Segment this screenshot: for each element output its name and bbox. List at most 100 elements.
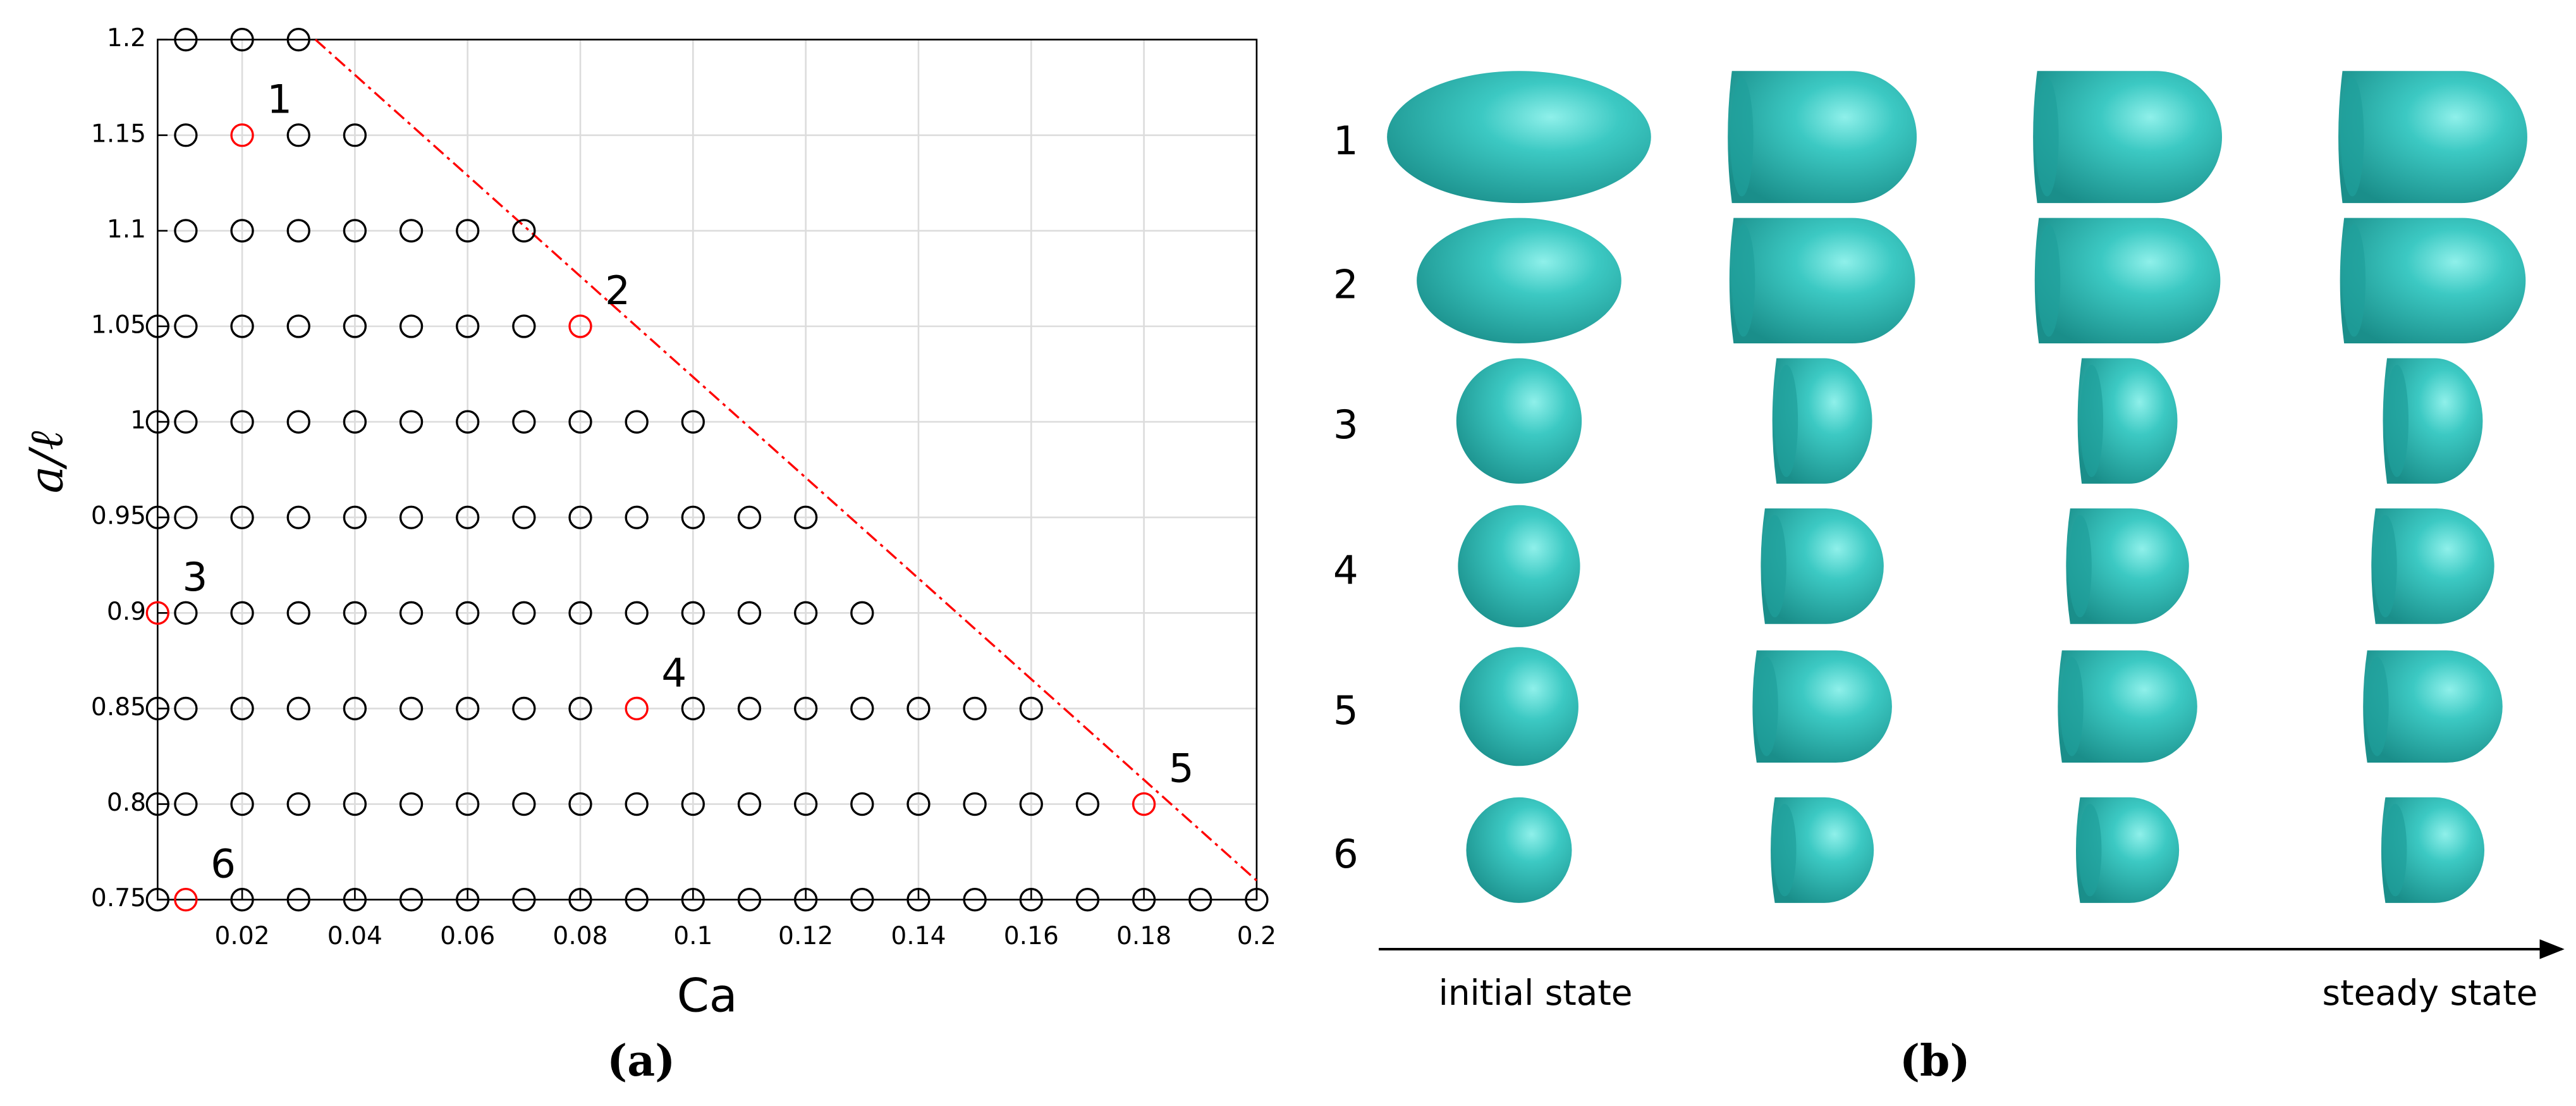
data-point (145, 505, 170, 529)
data-point (343, 219, 367, 243)
data-point (963, 696, 987, 721)
droplet-rear (2365, 656, 2389, 756)
row-label: 3 (1333, 402, 1358, 448)
data-point (1019, 888, 1043, 912)
row-label: 2 (1333, 261, 1358, 307)
droplet (2371, 508, 2494, 624)
data-point (681, 505, 705, 529)
droplet-initial (1459, 647, 1578, 766)
data-point (230, 219, 254, 243)
droplet (2033, 71, 2223, 204)
y-axis-label: a/ℓ (20, 431, 74, 494)
point-label: 6 (211, 841, 236, 887)
data-point (906, 696, 931, 721)
data-point (343, 123, 367, 147)
data-point (286, 27, 310, 52)
row-label: 6 (1333, 831, 1358, 877)
data-point (512, 219, 536, 243)
data-point (681, 410, 705, 434)
droplet-initial (1456, 358, 1582, 484)
x-tick-label: 0.2 (1237, 922, 1276, 950)
data-point (512, 792, 536, 816)
data-point (625, 792, 649, 816)
data-point (399, 888, 424, 912)
data-point (174, 27, 198, 52)
data-point (1075, 888, 1100, 912)
droplet-rear (1755, 656, 1778, 756)
data-point (230, 314, 254, 338)
y-tick-label: 0.75 (91, 884, 146, 912)
data-point (399, 314, 424, 338)
data-point (625, 410, 649, 434)
data-point (512, 888, 536, 912)
droplet (2383, 358, 2483, 484)
data-point (625, 601, 649, 625)
row-label: 1 (1333, 118, 1358, 164)
data-point (399, 410, 424, 434)
data-point (737, 696, 762, 721)
data-point (1188, 888, 1212, 912)
data-point (793, 505, 818, 529)
droplet-rear (2342, 224, 2366, 337)
droplet-rear (2036, 77, 2059, 197)
data-point (625, 888, 649, 912)
start-label: initial state (1439, 973, 1633, 1013)
data-point (456, 314, 480, 338)
droplet-rear (2068, 515, 2092, 618)
data-point (1075, 792, 1100, 816)
data-point (850, 888, 874, 912)
droplet (2058, 650, 2197, 763)
data-point (850, 601, 874, 625)
droplet (2381, 797, 2485, 903)
data-point (963, 888, 987, 912)
data-point (286, 314, 310, 338)
data-point (230, 123, 254, 147)
data-point (737, 505, 762, 529)
droplet-initial (1466, 797, 1572, 903)
data-point (174, 505, 198, 529)
data-point (737, 792, 762, 816)
data-point (145, 696, 170, 721)
data-point (681, 696, 705, 721)
droplet-rear (1763, 515, 1786, 618)
x-tick-label: 0.04 (327, 922, 382, 950)
data-point (568, 792, 592, 816)
data-point (286, 505, 310, 529)
data-point (737, 888, 762, 912)
droplet-rear (1773, 804, 1797, 897)
data-point (230, 888, 254, 912)
data-point (793, 792, 818, 816)
data-point (681, 601, 705, 625)
data-point (174, 123, 198, 147)
data-point (343, 314, 367, 338)
data-point (512, 601, 536, 625)
droplet (2077, 358, 2178, 484)
data-point (343, 505, 367, 529)
data-point (456, 601, 480, 625)
data-point (1245, 888, 1269, 912)
data-point (793, 696, 818, 721)
data-point (1019, 792, 1043, 816)
data-point (568, 696, 592, 721)
data-point (850, 696, 874, 721)
data-point (625, 696, 649, 721)
data-point (230, 27, 254, 52)
data-point (681, 888, 705, 912)
data-point (568, 601, 592, 625)
data-point (906, 792, 931, 816)
data-point (145, 601, 170, 625)
data-point (793, 888, 818, 912)
data-point (456, 505, 480, 529)
data-point (343, 601, 367, 625)
data-point (568, 314, 592, 338)
y-tick-label: 1.05 (91, 310, 146, 339)
droplet (2066, 508, 2189, 624)
data-point (512, 505, 536, 529)
x-tick-label: 0.02 (215, 922, 270, 950)
y-tick-label: 1 (130, 407, 146, 435)
data-point (456, 410, 480, 434)
data-point (145, 792, 170, 816)
droplet (2340, 218, 2526, 343)
point-label: 3 (183, 554, 208, 600)
droplet-rear (2078, 804, 2102, 897)
